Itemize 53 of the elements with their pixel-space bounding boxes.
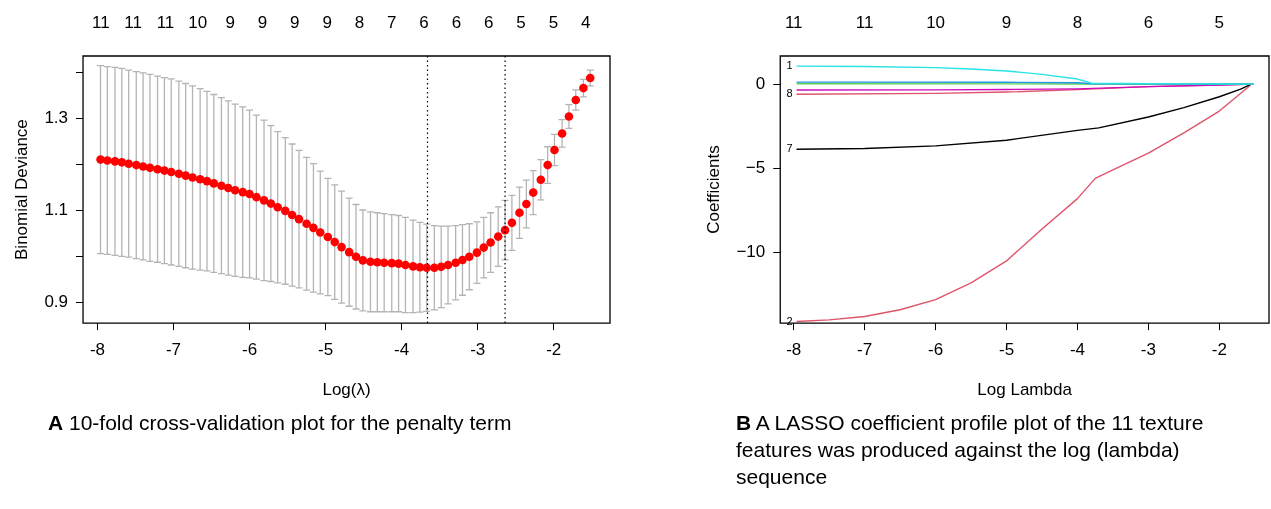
text: B A LASSO coefficient profile plot of the 11 texture features was produced against the log (lambda) sequence: [736, 410, 1205, 490]
text: 4: [581, 12, 591, 32]
text: 6: [484, 12, 494, 32]
text: 8: [1072, 12, 1083, 32]
series-label: 2: [786, 314, 793, 327]
x-tick-label: -8: [786, 340, 802, 360]
text: 10: [188, 12, 208, 32]
text: 10: [926, 12, 946, 32]
x-tick-label: -7: [857, 340, 873, 360]
text: 11: [855, 12, 874, 32]
text: 8: [354, 12, 365, 32]
x-tick-label: -6: [242, 340, 258, 360]
text: 5: [516, 12, 526, 32]
x-tick-label: -5: [998, 340, 1015, 360]
text: 6: [419, 12, 429, 32]
text: 7: [387, 12, 397, 32]
text: 9: [322, 12, 332, 32]
text: 6: [1143, 12, 1154, 32]
x-tick-label: -8: [89, 340, 106, 360]
x-axis-title: Log Lambda: [977, 380, 1073, 400]
x-tick-label: -3: [470, 340, 486, 360]
y-tick-label: −10: [736, 242, 766, 262]
x-tick-label: -7: [165, 340, 182, 360]
x-tick-label: -6: [928, 340, 944, 360]
text: 5: [548, 12, 559, 32]
x-tick-label: -2: [1211, 340, 1227, 360]
text: 11: [156, 12, 175, 32]
text: 6: [451, 12, 462, 32]
text: 11: [124, 12, 142, 32]
x-tick-label: -3: [1140, 340, 1156, 360]
text: 9: [225, 12, 235, 32]
text: 9: [257, 12, 268, 32]
y-tick-label: 1.1: [44, 200, 69, 220]
x-tick-label: -4: [394, 340, 410, 360]
text: 9: [1001, 12, 1012, 32]
x-tick-label: -2: [546, 340, 562, 360]
x-tick-label: -4: [1069, 340, 1086, 360]
x-tick-label: -5: [318, 340, 334, 360]
x-axis-title: Log(λ): [322, 380, 371, 400]
series-label: 7: [786, 142, 793, 155]
text: 11: [91, 12, 110, 32]
text: 9: [290, 12, 300, 32]
text: 5: [1214, 12, 1225, 32]
y-tick-label: 0: [755, 73, 766, 93]
y-tick-label: 1.3: [44, 108, 69, 128]
y-axis-title: Coefficients: [703, 145, 723, 234]
series-label: 1: [786, 59, 793, 72]
text: 11: [784, 12, 803, 32]
y-tick-label: −5: [745, 157, 766, 177]
y-axis-title: Binomial Deviance: [11, 119, 31, 260]
text: A 10-fold cross-validation plot for the penalty term: [48, 410, 513, 436]
series-label: 8: [786, 87, 793, 100]
y-tick-label: 0.9: [44, 291, 69, 311]
